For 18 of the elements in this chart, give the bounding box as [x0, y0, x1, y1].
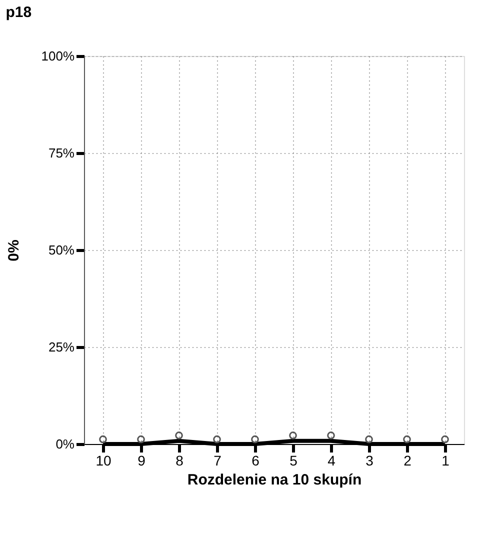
x-tick-label: 9 [138, 452, 146, 468]
y-axis-title: 0% [5, 240, 22, 262]
x-tick-label: 6 [252, 452, 260, 468]
x-tick-label: 8 [176, 452, 184, 468]
x-tick-label: 1 [442, 452, 450, 468]
x-tick-label: 3 [366, 452, 374, 468]
x-tick-label: 5 [290, 452, 298, 468]
x-tick-label: 2 [404, 452, 412, 468]
y-tick-label: 75% [48, 146, 75, 160]
x-axis-title: Rozdelenie na 10 skupín [187, 472, 362, 488]
x-tick-label: 4 [328, 452, 336, 468]
x-tick-label: 7 [214, 452, 222, 468]
y-tick-label: 100% [41, 48, 75, 64]
y-tick-label: 50% [48, 242, 75, 258]
x-tick-label: 10 [96, 452, 112, 468]
chart-title: p18 [6, 4, 32, 21]
y-tick-label: 25% [48, 340, 75, 354]
y-tick-label: 0% [56, 436, 75, 452]
